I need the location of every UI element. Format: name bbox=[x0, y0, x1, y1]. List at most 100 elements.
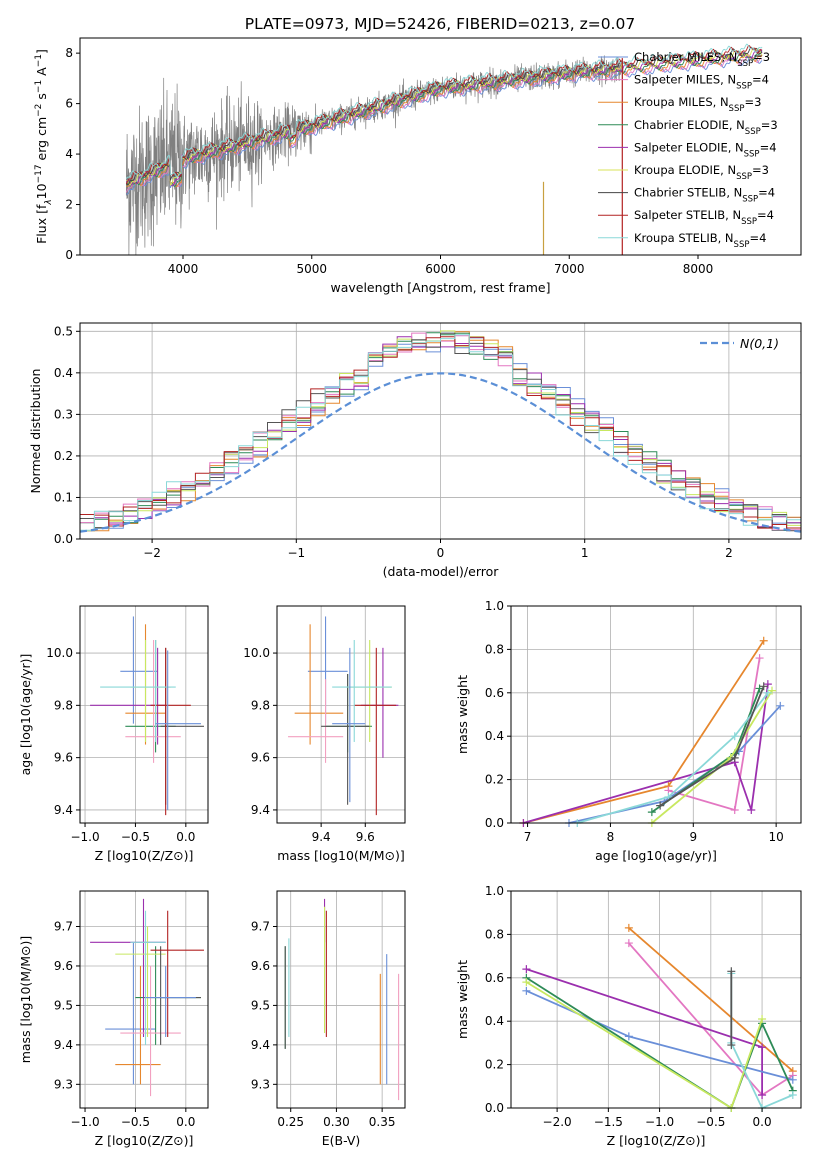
legend-label: Chabrier ELODIE, NSSP=3 bbox=[634, 118, 778, 137]
metallicity-mass-weight-panel: −2.0 −1.5 −1.0 −0.5 0.0 0.0 0.2 0.4 0.6 0.8 1.0 Z [… bbox=[455, 884, 802, 1148]
figure-title: PLATE=0973, MJD=52426, FIBERID=0213, z=0… bbox=[245, 15, 635, 33]
mass-weight-marker bbox=[758, 1090, 767, 1099]
y-tick-label: 0.8 bbox=[485, 642, 504, 656]
model-spectrum-line bbox=[125, 46, 763, 186]
mass-weight-marker bbox=[522, 965, 531, 974]
legend-text: =3 bbox=[761, 118, 778, 132]
mass-weight-marker bbox=[755, 654, 764, 663]
label-part: −17 bbox=[34, 164, 44, 183]
residual-histogram-panel: −2 −1 0 1 2 0.0 0.1 0.2 0.3 0.4 0.5 (data-model)/er… bbox=[28, 322, 802, 579]
mass-weight-marker bbox=[727, 1041, 736, 1050]
x-axis-label: Z [log10(Z/Z⊙)] bbox=[95, 848, 194, 863]
mass-weight-marker bbox=[730, 805, 739, 814]
x-axis-label: (data-model)/error bbox=[383, 564, 500, 579]
legend-subscript: SSP bbox=[734, 240, 750, 250]
x-tick-label: 4000 bbox=[168, 262, 199, 276]
x-tick-label: 2 bbox=[725, 546, 733, 560]
y-tick-label: 9.4 bbox=[251, 1038, 270, 1052]
legend-label: Salpeter MILES, NSSP=4 bbox=[634, 73, 769, 92]
label-part: erg cm bbox=[34, 117, 49, 165]
mass-weight-marker bbox=[624, 1032, 633, 1041]
x-tick-label: −0.5 bbox=[121, 830, 150, 844]
legend-text: Chabrier MILES, N bbox=[634, 50, 737, 64]
y-tick-label: 0.4 bbox=[485, 729, 504, 743]
x-axis-label: Z [log10(Z/Z⊙)] bbox=[95, 1133, 194, 1148]
y-tick-label: 0.3 bbox=[54, 407, 73, 421]
mass-weight-marker bbox=[747, 805, 756, 814]
legend-text: Salpeter ELODIE, N bbox=[634, 140, 744, 154]
legend-text: Salpeter STELIB, N bbox=[634, 208, 741, 222]
y-tick-label: 0.2 bbox=[54, 449, 73, 463]
axes-frame bbox=[510, 890, 802, 1109]
legend-text: =3 bbox=[752, 163, 769, 177]
x-tick-label: 0.25 bbox=[277, 1115, 304, 1129]
mass-weight-marker bbox=[730, 732, 739, 741]
legend-subscript: SSP bbox=[745, 127, 761, 137]
y-tick-label: 10.0 bbox=[46, 646, 73, 660]
x-tick-label: −1.5 bbox=[594, 1115, 623, 1129]
label-part: −1 bbox=[34, 54, 44, 67]
x-tick-label: −2.0 bbox=[543, 1115, 572, 1129]
y-tick-label: 9.3 bbox=[251, 1077, 270, 1091]
mass-weight-line bbox=[577, 692, 769, 824]
legend-subscript: SSP bbox=[736, 172, 752, 182]
legend-label: Kroupa MILES, NSSP=3 bbox=[634, 95, 761, 114]
mass-weight-marker bbox=[768, 686, 776, 695]
mass-weight-line bbox=[526, 968, 763, 1095]
normal-curve bbox=[79, 372, 802, 533]
observed-spectrum bbox=[125, 55, 624, 256]
y-tick-label: 0.0 bbox=[54, 532, 73, 546]
legend-text: =3 bbox=[744, 95, 761, 109]
x-tick-label: 6000 bbox=[425, 262, 456, 276]
legend-text: =4 bbox=[758, 186, 775, 200]
x-tick-label: 0.0 bbox=[176, 1115, 195, 1129]
legend-subscript: SSP bbox=[737, 59, 753, 69]
mass-weight-marker bbox=[522, 986, 531, 995]
axes-frame bbox=[276, 890, 406, 1109]
mass-weight-marker bbox=[763, 688, 772, 697]
y-tick-label: 0.1 bbox=[54, 490, 73, 504]
mass-weight-marker bbox=[758, 1015, 767, 1024]
y-tick-label: 0.4 bbox=[485, 1014, 504, 1028]
label-part: Flux [f bbox=[34, 204, 49, 244]
mass-weight-marker bbox=[763, 680, 772, 689]
x-tick-label: −1 bbox=[287, 546, 305, 560]
mass-weight-marker bbox=[759, 682, 768, 691]
mass-weight-marker bbox=[758, 1043, 767, 1052]
y-axis-label: mass weight bbox=[455, 960, 470, 1039]
y-tick-label: 1.0 bbox=[485, 599, 504, 613]
y-tick-label: 0.8 bbox=[485, 927, 504, 941]
y-tick-label: 0.6 bbox=[485, 971, 504, 985]
y-tick-label: 2 bbox=[65, 198, 73, 212]
residual-histogram bbox=[80, 334, 801, 531]
x-tick-label: 10 bbox=[769, 830, 784, 844]
y-tick-label: 4 bbox=[65, 147, 73, 161]
mass-weight-line bbox=[523, 640, 765, 824]
x-tick-label: 0.30 bbox=[323, 1115, 350, 1129]
ebv-mass-panel: 0.25 0.30 0.35 9.3 9.4 9.5 9.6 9.7 E(B-V) bbox=[251, 890, 406, 1148]
x-tick-label: 0.0 bbox=[176, 830, 195, 844]
legend-label: Kroupa STELIB, NSSP=4 bbox=[634, 231, 766, 250]
x-tick-label: −1.0 bbox=[70, 830, 99, 844]
mass-weight-marker bbox=[522, 978, 531, 987]
legend-label: Salpeter STELIB, NSSP=4 bbox=[634, 208, 774, 227]
y-tick-label: 0.4 bbox=[54, 366, 73, 380]
legend-text: =4 bbox=[760, 140, 777, 154]
x-tick-label: 0.0 bbox=[753, 1115, 772, 1129]
y-tick-label: 0.5 bbox=[54, 324, 73, 338]
legend-text: Kroupa MILES, N bbox=[634, 95, 729, 109]
axes-frame bbox=[510, 605, 802, 824]
y-tick-label: 0.0 bbox=[485, 1101, 504, 1115]
mass-weight-marker bbox=[788, 1075, 797, 1084]
residual-histogram bbox=[80, 336, 801, 529]
y-tick-label: 9.5 bbox=[54, 998, 73, 1012]
x-axis-label: age [log10(age/yr)] bbox=[595, 848, 717, 863]
label-part: −1 bbox=[34, 80, 44, 93]
mass-weight-marker bbox=[730, 753, 739, 762]
y-tick-label: 9.3 bbox=[54, 1077, 73, 1091]
y-tick-label: 0.2 bbox=[485, 773, 504, 787]
x-tick-label: 5000 bbox=[296, 262, 327, 276]
age-mass-weight-panel: 7 8 9 10 0.0 0.2 0.4 0.6 0.8 1.0 age [log10(age/yr… bbox=[455, 599, 802, 863]
y-tick-label: 1.0 bbox=[485, 884, 504, 898]
y-tick-label: 9.8 bbox=[54, 698, 73, 712]
